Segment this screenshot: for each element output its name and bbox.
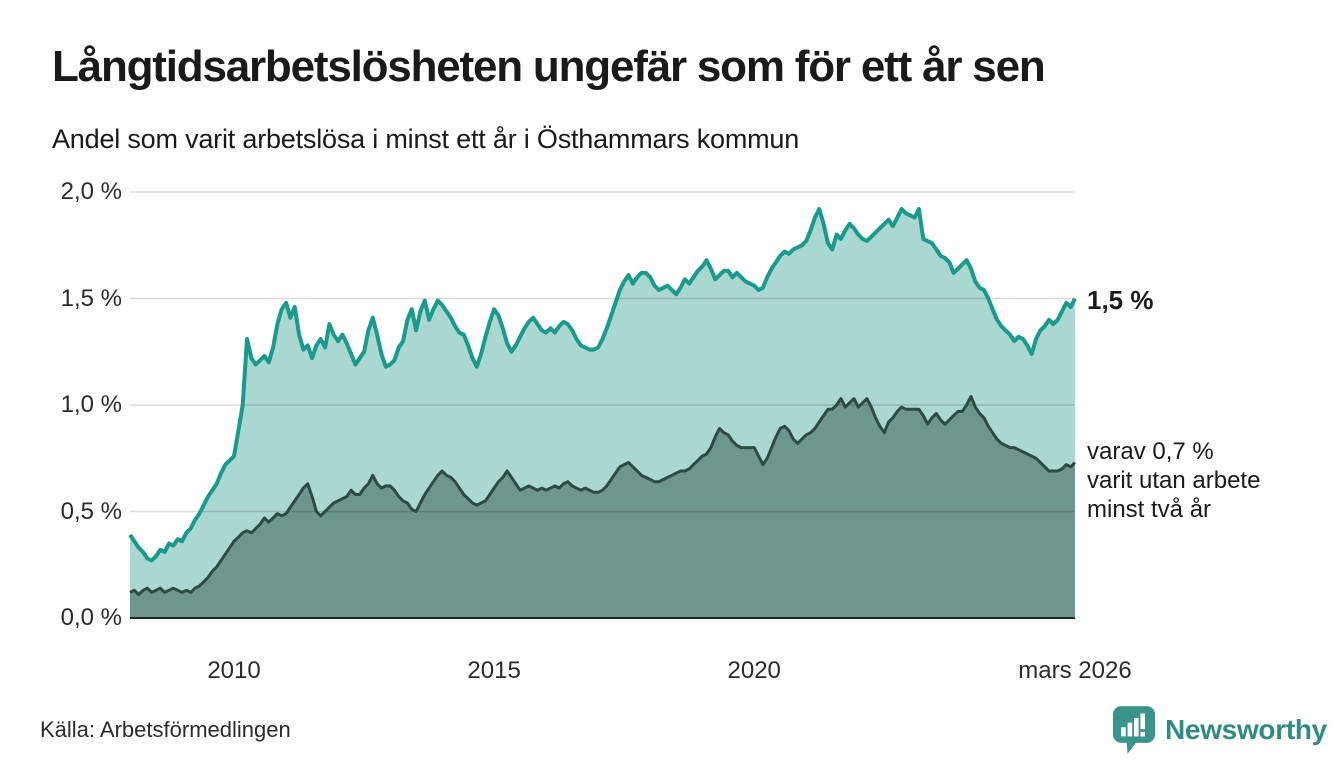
newsworthy-logo: Newsworthy: [1112, 705, 1327, 755]
newsworthy-bubble-chart-icon: [1112, 706, 1156, 754]
newsworthy-wordmark: Newsworthy: [1165, 714, 1327, 745]
page-title: Långtidsarbetslösheten ungefär som för e…: [52, 42, 1046, 91]
source-note: Källa: Arbetsförmedlingen: [40, 717, 291, 742]
end-note-line: varit utan arbete: [1087, 466, 1261, 494]
end-note-line: minst två år: [1087, 495, 1212, 523]
y-tick-label: 1,0 %: [60, 391, 122, 418]
x-tick-label: 2020: [727, 657, 781, 684]
y-tick-label: 1,5 %: [60, 284, 122, 312]
end-note-line: varav 0,7 %: [1087, 437, 1214, 465]
y-tick-label: 0,5 %: [60, 497, 122, 525]
two-year-area: [130, 396, 1075, 618]
x-tick-label: 2015: [467, 657, 521, 684]
y-tick-label: 2,0 %: [60, 178, 122, 205]
chart-subtitle: Andel som varit arbetslösa i minst ett å…: [52, 124, 800, 154]
x-tick-label: 2010: [207, 657, 261, 684]
end-note-label: varav 0,7 % varit utan arbete minst två år: [1087, 437, 1260, 524]
two-year-line: [129, 395, 1077, 597]
total-line: [128, 207, 1077, 563]
end-value-label: 1,5 %: [1087, 284, 1154, 315]
x-tick-label: mars 2026: [1018, 657, 1132, 684]
y-tick-label: 0,0 %: [60, 604, 122, 631]
